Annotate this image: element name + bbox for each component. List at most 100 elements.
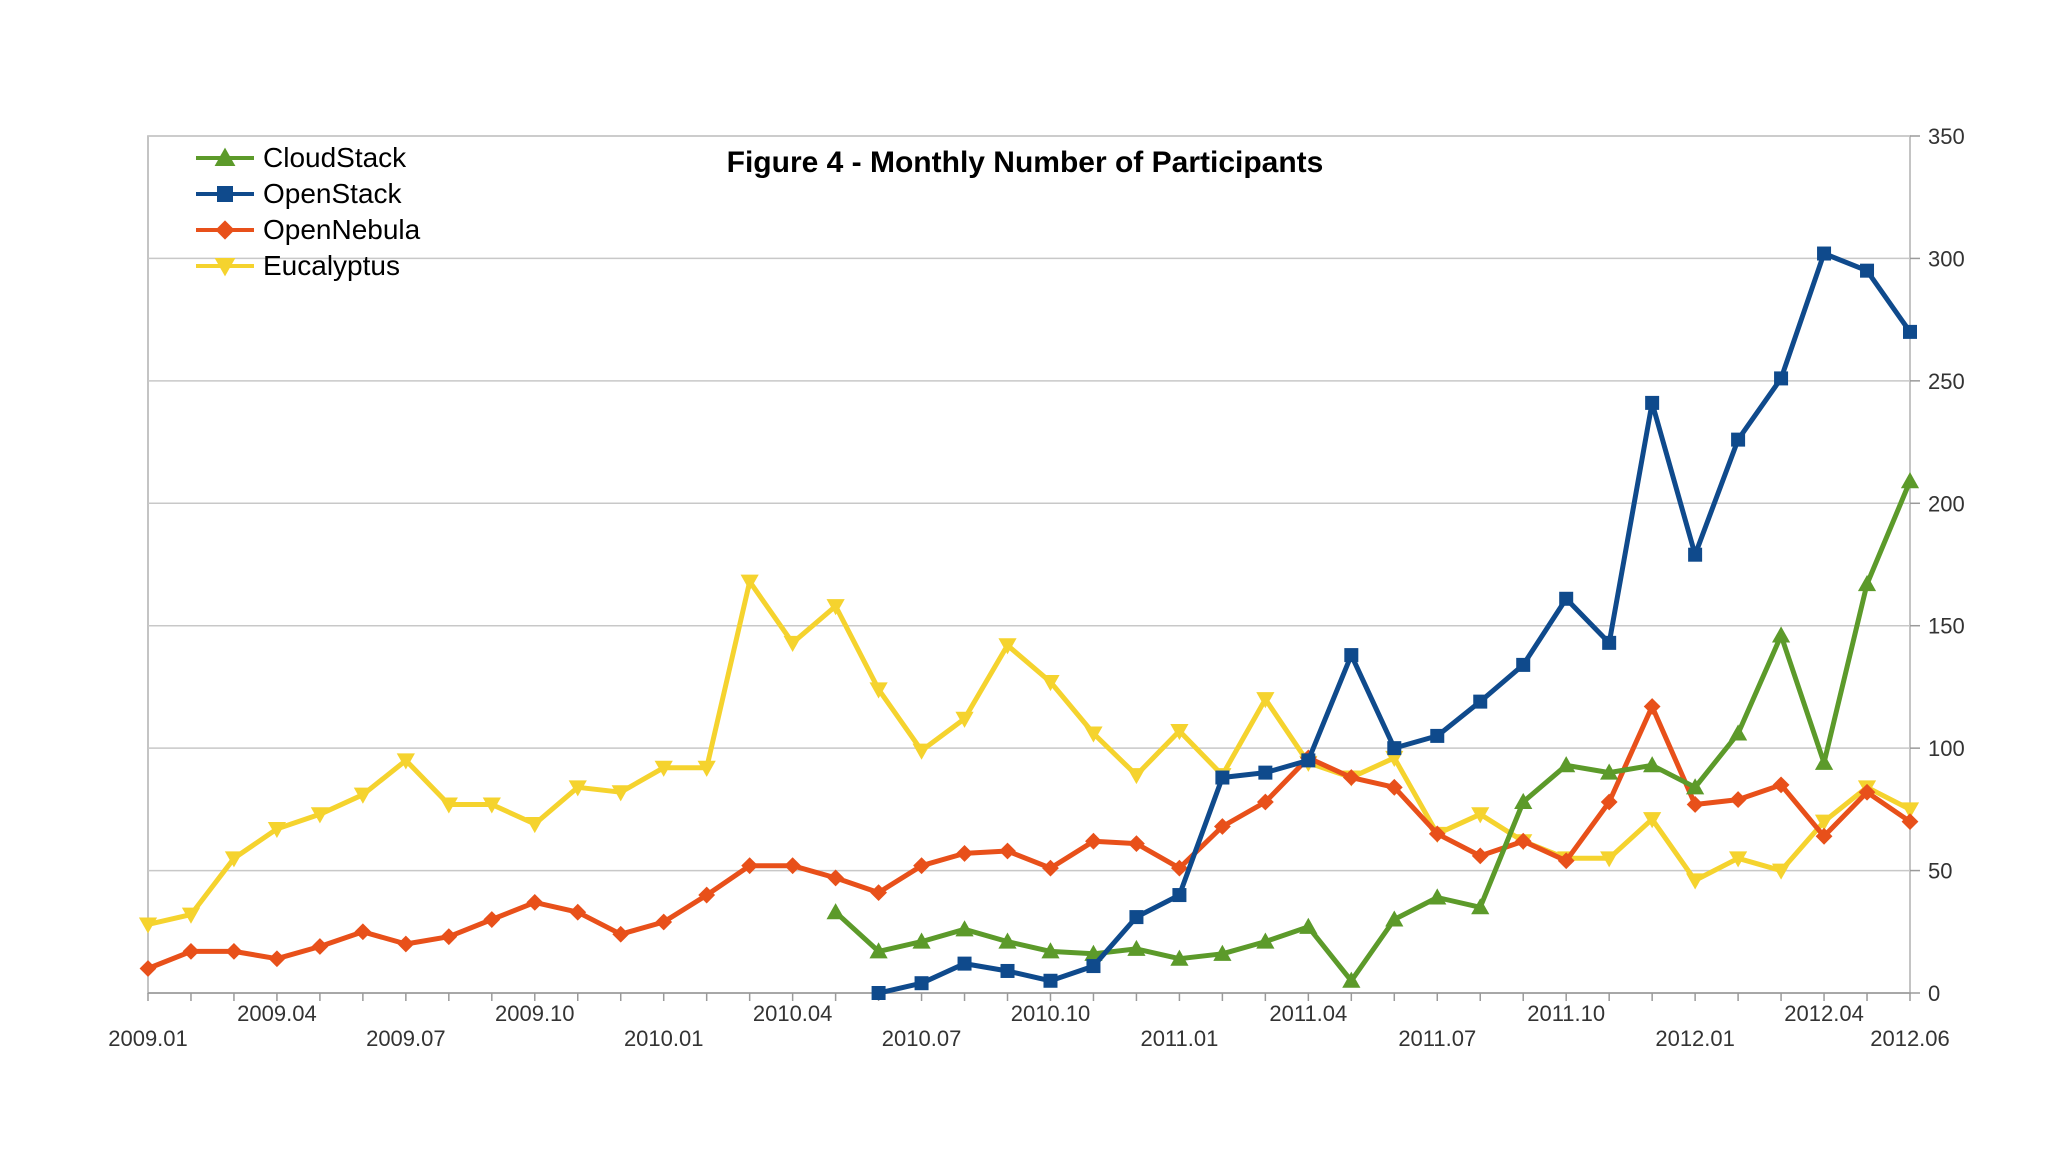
data-point-cloudstack [1041,942,1060,959]
data-point-openstack [1473,694,1488,709]
data-point-cloudstack [826,903,845,920]
data-point-cloudstack [1771,626,1791,643]
data-point-openstack [1903,324,1917,339]
data-point-openstack [1215,770,1230,785]
legend-marker [217,186,233,202]
x-tick-label: 2011.04 [1269,1001,1347,1026]
data-point-opennebula [225,942,243,960]
data-point-cloudstack [1857,574,1877,592]
data-point-opennebula [999,842,1016,860]
data-point-eucalyptus [396,753,415,770]
data-point-eucalyptus [1170,724,1189,741]
data-point-cloudstack [1471,898,1490,915]
x-tick-label: 2011.10 [1527,1001,1605,1026]
series-opennebula [139,698,1919,977]
data-point-eucalyptus [611,785,630,802]
data-point-opennebula [569,903,587,921]
data-point-opennebula [956,845,973,862]
data-point-cloudstack [998,932,1017,949]
y-tick-label: 150 [1928,614,1965,639]
data-point-eucalyptus [1900,802,1920,819]
data-point-opennebula [1557,852,1575,870]
data-point-opennebula [1342,769,1360,786]
data-point-cloudstack [1600,763,1619,780]
legend-label: Eucalyptus [263,250,400,281]
gridlines [148,135,1910,994]
data-point-opennebula [311,938,329,955]
data-point-openstack [1344,648,1359,663]
data-point-eucalyptus [654,760,673,777]
data-point-eucalyptus [1600,851,1619,868]
data-point-eucalyptus [267,821,287,839]
x-tick-label: 2009.07 [366,1026,446,1051]
data-point-openstack [1258,765,1273,780]
data-point-opennebula [655,913,673,931]
data-point-cloudstack [1084,944,1103,961]
x-tick-label: 2010.07 [882,1026,962,1051]
data-point-cloudstack [1728,724,1748,741]
x-tick-label: 2009.04 [237,1001,317,1026]
series-openstack [871,246,1917,1000]
data-point-eucalyptus [310,807,330,824]
data-point-opennebula [1686,796,1704,813]
series-group [138,246,1920,1000]
y-tick-label: 50 [1928,859,1952,884]
data-point-openstack [1731,432,1746,447]
chart-title: Figure 4 - Monthly Number of Participant… [727,146,1324,179]
data-point-eucalyptus [1771,863,1791,880]
series-line-opennebula [145,704,1913,971]
data-point-eucalyptus [697,760,716,777]
data-point-cloudstack [912,932,931,949]
data-point-eucalyptus [1643,812,1662,829]
data-point-cloudstack [1900,472,1920,489]
plot-area [147,135,1911,994]
data-point-opennebula [483,911,501,928]
data-point-opennebula [698,886,716,904]
data-point-openstack [1774,371,1789,386]
data-point-openstack [1602,635,1617,650]
data-point-cloudstack [1213,944,1232,961]
x-tick-label: 2010.04 [753,1001,833,1026]
x-tick-label: 2011.01 [1140,1026,1218,1051]
y-tick-label: 250 [1928,369,1965,394]
legend-item-opennebula: OpenNebula [196,214,421,245]
legend-label: CloudStack [263,142,407,173]
x-tick-label: 2012.01 [1655,1026,1735,1051]
data-point-eucalyptus [568,780,587,797]
data-point-cloudstack [1127,939,1146,956]
y-tick-label: 350 [1928,124,1965,149]
data-point-eucalyptus [1471,807,1490,824]
data-point-opennebula [784,857,802,875]
legend-item-openstack: OpenStack [196,178,403,209]
data-point-openstack [1516,657,1531,672]
data-point-cloudstack [1342,971,1361,988]
data-point-openstack [1000,963,1015,978]
y-tick-label: 200 [1928,491,1965,516]
data-point-openstack [1430,728,1445,743]
data-point-opennebula [182,942,200,960]
data-point-eucalyptus [1814,814,1834,831]
data-point-eucalyptus [1256,692,1275,709]
data-point-opennebula [1729,791,1747,808]
data-point-openstack [871,986,886,1000]
y-tick-label: 100 [1928,736,1965,761]
data-point-opennebula [1042,859,1059,877]
y-tick-label: 300 [1928,246,1965,271]
data-point-eucalyptus [783,635,802,652]
data-point-eucalyptus [1728,851,1748,868]
data-point-cloudstack [1299,917,1318,934]
data-point-opennebula [870,884,887,902]
data-point-cloudstack [1170,949,1189,966]
legend-marker [214,147,236,166]
data-point-opennebula [1643,698,1661,715]
data-point-eucalyptus [955,711,974,728]
data-point-opennebula [827,869,845,887]
data-point-opennebula [354,923,372,941]
data-point-eucalyptus [353,787,372,804]
data-point-eucalyptus [439,797,458,814]
data-point-eucalyptus [1084,726,1103,743]
x-tick-label: 2012.06 [1870,1026,1950,1051]
series-line-cloudstack [833,478,1913,984]
data-point-eucalyptus [482,797,501,814]
data-point-cloudstack [1428,888,1447,905]
